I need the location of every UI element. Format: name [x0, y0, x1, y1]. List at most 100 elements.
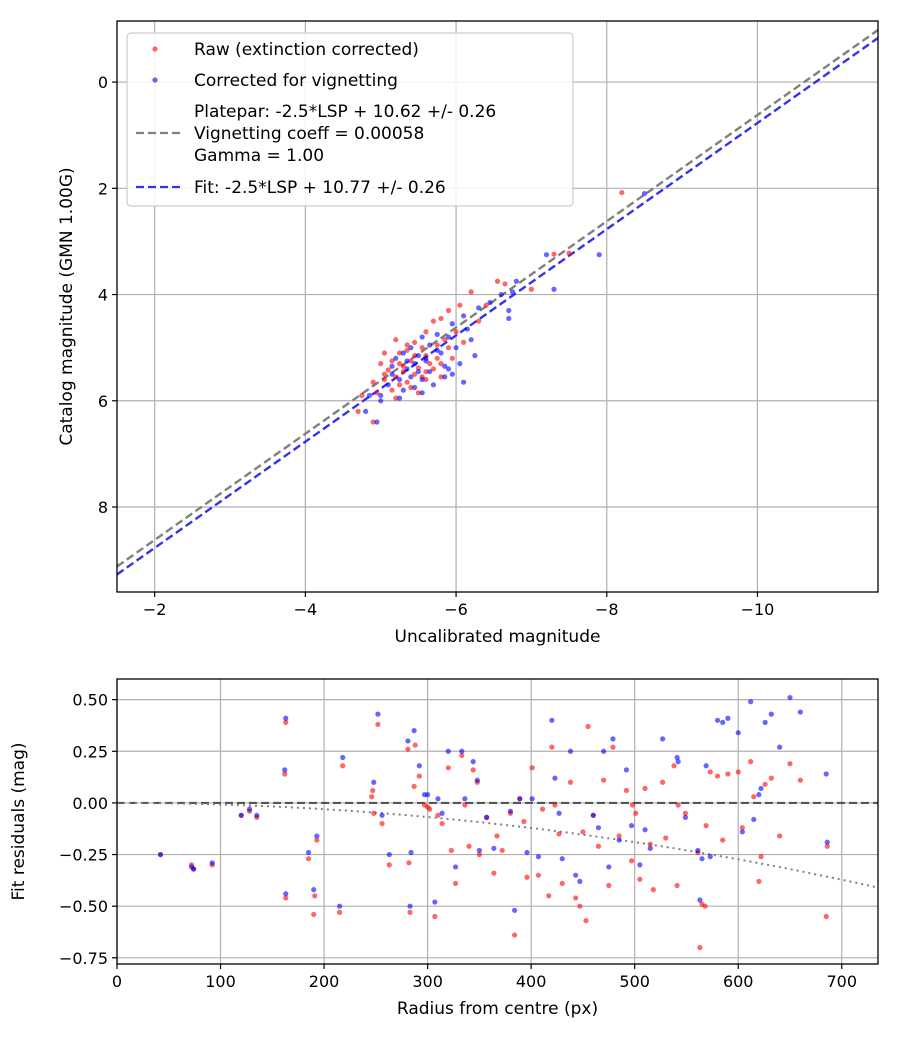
raw-point	[374, 390, 380, 396]
raw-point	[396, 350, 403, 356]
corrected-point	[674, 754, 680, 761]
raw-point	[412, 371, 418, 377]
raw-point	[427, 361, 433, 367]
raw-point	[408, 358, 414, 364]
bottom-y-axis-label: Fit residuals (mag)	[9, 743, 29, 901]
raw-point	[459, 752, 465, 759]
raw-point	[623, 787, 630, 794]
corrected-point	[577, 878, 583, 884]
raw-point	[762, 781, 768, 787]
raw-point	[720, 837, 726, 843]
raw-point	[400, 368, 406, 375]
x-tick-label: 500	[619, 972, 650, 991]
corrected-point	[824, 839, 830, 845]
raw-point	[396, 382, 403, 388]
corrected-point	[427, 368, 433, 375]
raw-point	[528, 286, 535, 292]
corrected-point	[415, 353, 421, 359]
raw-point	[311, 911, 317, 918]
legend-fit-label: Fit: -2.5*LSP + 10.77 +/- 0.26	[194, 178, 446, 198]
x-tick-label: −6	[444, 600, 468, 619]
raw-point	[370, 379, 376, 385]
corrected-point	[556, 810, 562, 816]
raw-point	[449, 355, 455, 361]
x-tick-label: −10	[741, 600, 775, 619]
corrected-point	[707, 854, 713, 860]
corrected-point	[416, 763, 422, 769]
raw-point	[610, 744, 616, 750]
corrected-point	[596, 252, 602, 258]
corrected-point	[797, 709, 803, 715]
top-plot-frame	[116, 20, 879, 593]
corrected-point	[408, 849, 414, 856]
corrected-point	[246, 806, 253, 812]
raw-point	[379, 820, 385, 827]
corrected-point	[400, 387, 406, 393]
raw-point	[476, 851, 482, 858]
raw-point	[660, 779, 666, 785]
corrected-point	[389, 363, 395, 369]
corrected-point	[434, 347, 440, 353]
raw-point	[707, 769, 713, 775]
corrected-point	[371, 779, 377, 785]
corrected-point	[408, 374, 414, 380]
bottom-plot-frame	[116, 678, 879, 965]
raw-point	[337, 909, 343, 915]
corrected-point	[543, 252, 550, 258]
raw-point	[470, 767, 476, 773]
corrected-point	[283, 715, 289, 721]
y-tick-label: 0.00	[72, 794, 108, 813]
raw-point	[573, 895, 579, 901]
corrected-point	[506, 307, 512, 314]
corrected-point	[756, 792, 762, 798]
x-tick-label: 700	[826, 972, 857, 991]
fit-line	[117, 37, 878, 576]
corrected-point	[375, 711, 381, 717]
corrected-point	[442, 363, 448, 369]
corrected-point	[468, 337, 474, 343]
corrected-point	[389, 371, 395, 377]
raw-point	[466, 843, 472, 849]
raw-point	[585, 723, 591, 730]
corrected-point	[385, 382, 391, 388]
bottom-y-ticks: 0.50 0.25 0.00 −0.25 −0.50 −0.75	[59, 691, 117, 968]
raw-point	[756, 878, 762, 884]
raw-point	[435, 812, 441, 818]
corrected-point	[366, 392, 373, 399]
raw-point	[312, 893, 318, 899]
raw-point	[511, 932, 518, 938]
raw-point	[381, 376, 388, 383]
vignetting-curve	[116, 801, 879, 889]
raw-point	[580, 829, 586, 835]
raw-point	[637, 876, 643, 882]
raw-point	[619, 189, 625, 196]
raw-point	[412, 742, 418, 748]
corrected-point	[254, 812, 260, 818]
corrected-point	[449, 371, 455, 377]
corrected-point	[238, 812, 244, 818]
corrected-point	[411, 728, 417, 734]
raw-point	[476, 318, 482, 324]
raw-point	[797, 777, 803, 783]
corrected-point	[768, 711, 774, 717]
corrected-point	[491, 845, 497, 851]
raw-point	[369, 794, 375, 800]
top-y-axis-label: Catalog magnitude (GMN 1.00G)	[57, 167, 77, 445]
corrected-point	[735, 730, 741, 736]
y-tick-label: 0.50	[72, 691, 108, 710]
corrected-point	[374, 419, 380, 425]
raw-point	[521, 818, 527, 825]
corrected-point	[305, 849, 312, 856]
raw-point	[393, 374, 399, 380]
platepar-line	[117, 29, 878, 568]
raw-point	[430, 318, 437, 324]
corrected-point	[445, 366, 452, 372]
bottom-scatter-points	[157, 694, 830, 951]
corrected-point	[379, 812, 385, 818]
raw-point	[415, 365, 421, 371]
corrected-point	[549, 717, 555, 723]
raw-point	[630, 802, 636, 808]
corrected-point	[474, 777, 480, 783]
x-tick-label: 300	[412, 972, 443, 991]
corrected-point	[282, 767, 288, 773]
